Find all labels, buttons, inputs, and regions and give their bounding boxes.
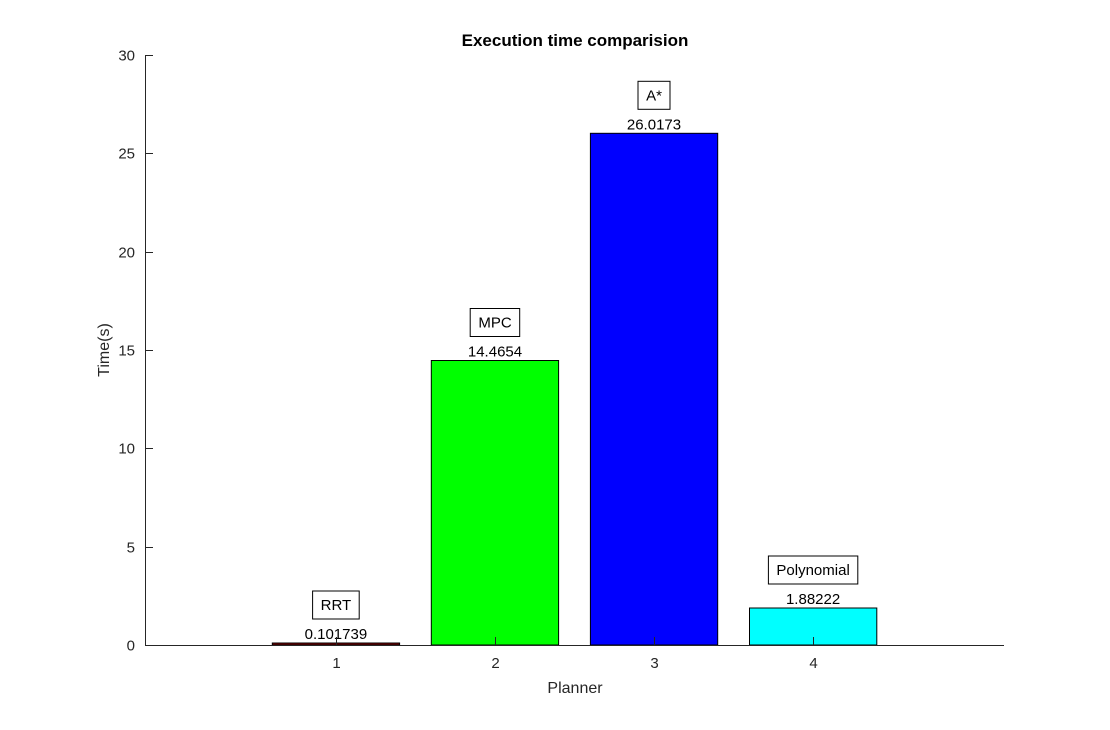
x-tick-label: 2 (491, 655, 499, 672)
x-tick-label: 3 (650, 655, 658, 672)
bar-name-box: A* (637, 80, 671, 110)
bar-1 (271, 642, 401, 646)
bar-name-box: Polynomial (767, 555, 859, 585)
x-axis-label: Planner (547, 680, 603, 697)
x-ticks-group: 1 2 3 4 (332, 637, 818, 672)
axes-group (145, 55, 1004, 646)
bar-name-label: RRT (321, 597, 352, 614)
bar-name-label: Polynomial (776, 562, 849, 579)
y-axis-label: Time(s) (96, 323, 113, 377)
bar-name-box: MPC (469, 308, 521, 337)
bar-name-frame (312, 590, 360, 620)
bar-name-label: MPC (478, 315, 512, 332)
bar-2 (430, 360, 560, 646)
bar-name-label: A* (646, 87, 662, 104)
bar-value-label: 1.88222 (786, 591, 840, 608)
x-tick-label: 4 (809, 655, 817, 672)
y-tick-label: 30 (118, 48, 135, 65)
bars-group (271, 132, 878, 646)
bar-labels-group: 0.101739 RRT 14.4654 MPC 26.0173 A* 1.88222 Pol… (305, 80, 859, 643)
y-tick-label: 10 (118, 441, 135, 458)
y-ticks-group: 0 5 10 15 20 25 30 (118, 48, 153, 655)
bar-name-frame (767, 555, 859, 585)
bar-value-label: 26.0173 (627, 116, 681, 133)
y-tick-label: 15 (118, 343, 135, 360)
x-tick-label: 1 (332, 655, 340, 672)
y-tick-label: 5 (127, 540, 135, 557)
bar-3 (589, 132, 719, 646)
y-tick-label: 0 (127, 638, 135, 655)
bar-value-label: 0.101739 (305, 626, 368, 643)
bar-name-frame (637, 80, 671, 110)
y-tick-label: 20 (118, 245, 135, 262)
y-tick-label: 25 (118, 146, 135, 163)
chart-title: Execution time comparision (462, 31, 689, 50)
bar-value-label: 14.4654 (468, 344, 522, 361)
bar-name-box: RRT (312, 590, 360, 620)
bar-name-frame (469, 308, 521, 337)
